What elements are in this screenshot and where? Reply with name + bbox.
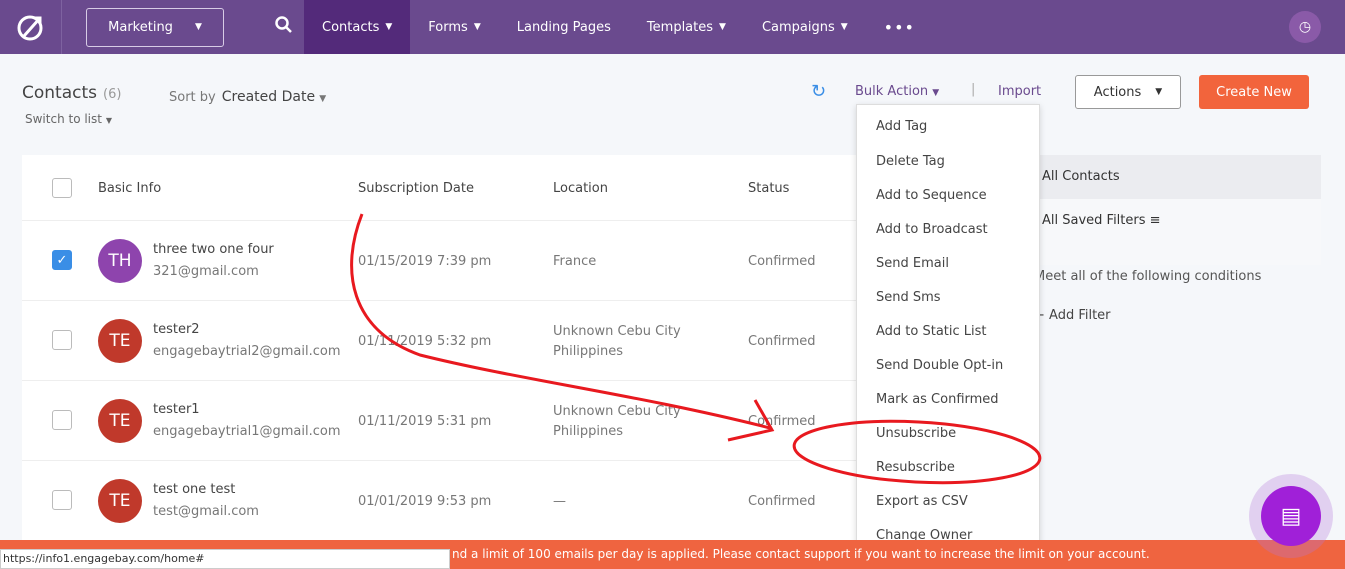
- divider: |: [971, 82, 976, 97]
- create-new-button[interactable]: Create New: [1199, 75, 1309, 109]
- chevron-down-icon: ▼: [194, 22, 202, 32]
- bulk-action-menu: Add Tag Delete Tag Add to Sequence Add to B…: [856, 104, 1040, 549]
- nav-forms[interactable]: Forms ▼: [428, 19, 481, 35]
- avatar: TE: [98, 319, 142, 363]
- chevron-down-icon: ▼: [473, 22, 481, 32]
- import-link[interactable]: Import: [998, 84, 1042, 99]
- contact-count: (6): [103, 87, 122, 102]
- engagebay-logo[interactable]: [0, 0, 62, 54]
- subscription-date: 01/01/2019 9:53 pm: [358, 494, 492, 509]
- col-subscription-date[interactable]: Subscription Date: [358, 181, 474, 196]
- refresh-icon[interactable]: ↻: [811, 81, 827, 102]
- status: Confirmed: [748, 414, 816, 429]
- menu-item-send-sms[interactable]: Send Sms: [876, 290, 941, 305]
- row-checkbox[interactable]: [52, 410, 72, 430]
- subscription-date: 01/11/2019 5:31 pm: [358, 414, 492, 429]
- col-basic-info: Basic Info: [98, 181, 162, 196]
- saved-filters[interactable]: All Saved Filters ≡: [1042, 213, 1161, 228]
- workspace-select[interactable]: Marketing ▼: [86, 7, 224, 47]
- chevron-down-icon: ▼: [840, 22, 848, 32]
- search-icon[interactable]: [264, 16, 304, 38]
- contact-name[interactable]: three two one four: [153, 242, 274, 257]
- contact-email: 321@gmail.com: [153, 264, 259, 279]
- menu-item-mark-as-confirmed[interactable]: Mark as Confirmed: [876, 392, 999, 407]
- location: Unknown Cebu City: [553, 324, 681, 339]
- location-country: Philippines: [553, 424, 624, 439]
- menu-item-add-to-static-list[interactable]: Add to Static List: [876, 324, 987, 339]
- chevron-down-icon: ▼: [385, 22, 393, 32]
- conditions-label: Meet all of the following conditions: [1034, 269, 1262, 284]
- chevron-down-icon: ▼: [719, 22, 726, 32]
- contact-email: engagebaytrial2@gmail.com: [153, 344, 341, 359]
- row-checkbox[interactable]: [52, 330, 72, 350]
- select-all-checkbox[interactable]: [52, 178, 72, 198]
- status: Confirmed: [748, 254, 816, 269]
- switch-to-list[interactable]: Switch to list ▼: [25, 112, 112, 126]
- menu-item-change-owner[interactable]: Change Owner: [876, 528, 973, 543]
- nav-campaigns[interactable]: Campaigns ▼: [761, 19, 848, 35]
- location: —: [553, 494, 566, 509]
- menu-item-unsubscribe[interactable]: Unsubscribe: [876, 426, 957, 441]
- menu-item-delete-tag[interactable]: Delete Tag: [876, 154, 945, 169]
- menu-item-send-email[interactable]: Send Email: [876, 256, 949, 271]
- calendar-clock-icon[interactable]: ◷: [1289, 11, 1321, 43]
- menu-item-export-as-csv[interactable]: Export as CSV: [876, 494, 968, 509]
- top-nav: Marketing ▼ Contacts ▼ Forms ▼ Landing Page…: [0, 0, 1345, 54]
- actions-button[interactable]: Actions ▼: [1075, 75, 1181, 109]
- menu-item-add-to-broadcast[interactable]: Add to Broadcast: [876, 222, 988, 237]
- nav-contacts[interactable]: Contacts ▼: [304, 0, 411, 54]
- location: France: [553, 254, 597, 269]
- status: Confirmed: [748, 494, 816, 509]
- chat-icon[interactable]: ▤: [1261, 486, 1321, 546]
- menu-item-resubscribe[interactable]: Resubscribe: [876, 460, 955, 475]
- workspace-label: Marketing: [108, 19, 173, 35]
- menu-item-send-double-opt-in[interactable]: Send Double Opt-in: [876, 358, 1004, 373]
- row-checkbox[interactable]: [52, 490, 72, 510]
- menu-item-add-to-sequence[interactable]: Add to Sequence: [876, 188, 987, 203]
- col-location: Location: [553, 181, 608, 196]
- bulk-action-button[interactable]: Bulk Action ▼: [855, 84, 940, 99]
- filter-icon: ≡: [1149, 213, 1161, 228]
- location-country: Philippines: [553, 344, 624, 359]
- nav-templates[interactable]: Templates ▼: [646, 19, 726, 35]
- status: Confirmed: [748, 334, 816, 349]
- more-menu-icon[interactable]: •••: [883, 17, 915, 37]
- sort-select[interactable]: Sort by Created Date ▼: [169, 89, 327, 105]
- avatar: TE: [98, 399, 142, 443]
- contact-email: test@gmail.com: [153, 504, 259, 519]
- contact-name[interactable]: tester2: [153, 322, 200, 337]
- avatar: TH: [98, 239, 142, 283]
- menu-item-add-tag[interactable]: Add Tag: [876, 119, 928, 134]
- contact-name[interactable]: test one test: [153, 482, 236, 497]
- nav-landing-pages[interactable]: Landing Pages: [516, 19, 611, 35]
- page-title: Contacts (6): [22, 83, 122, 103]
- location: Unknown Cebu City: [553, 404, 681, 419]
- contact-email: engagebaytrial1@gmail.com: [153, 424, 341, 439]
- filter-panel: All Contacts All Saved Filters ≡: [1022, 155, 1321, 265]
- all-contacts-filter[interactable]: All Contacts: [1022, 155, 1321, 199]
- col-status: Status: [748, 181, 790, 196]
- table-row[interactable]: TE test one test test@gmail.com 01/01/20…: [22, 461, 1022, 541]
- subscription-date: 01/15/2019 7:39 pm: [358, 254, 492, 269]
- subscription-date: 01/11/2019 5:32 pm: [358, 334, 492, 349]
- contact-name[interactable]: tester1: [153, 402, 200, 417]
- add-filter-button[interactable]: + Add Filter: [1034, 308, 1111, 323]
- row-checkbox[interactable]: ✓: [52, 250, 72, 270]
- avatar: TE: [98, 479, 142, 523]
- status-url: https://info1.engagebay.com/home#: [0, 549, 450, 569]
